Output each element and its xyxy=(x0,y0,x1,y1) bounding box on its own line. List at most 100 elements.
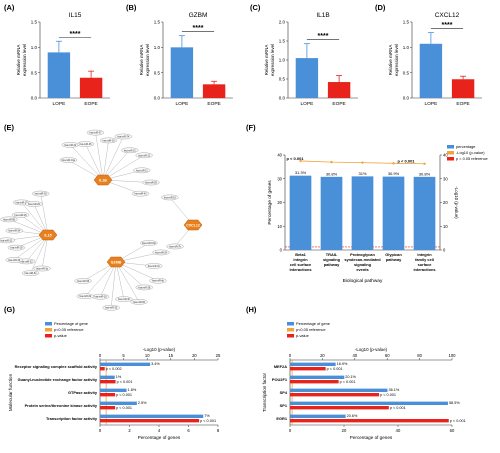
mirna-node xyxy=(59,157,78,163)
p-value-bar xyxy=(100,406,116,410)
y2-tick-label: 0 xyxy=(443,248,446,253)
legend-label: Percentage of gene xyxy=(54,321,88,326)
mirna-label: hsa-miR-24 xyxy=(64,145,77,147)
bar-lope xyxy=(170,47,194,98)
y-tick-label: EGR1 xyxy=(276,416,287,421)
y-tick-label: 1.0 xyxy=(31,45,38,50)
mirna-label: hsa-miR-55 xyxy=(145,183,158,185)
y2-tick-label: 40 xyxy=(443,153,448,158)
mirna-label: hsa-miR-4p xyxy=(152,281,165,283)
panel-e-network: hsa-miR-3p hsa-miR-5p hsa-miR-22hsa-miR-30… xyxy=(0,129,203,311)
network-edge xyxy=(115,261,125,300)
mirna-node xyxy=(115,296,133,302)
x-tick-label: surface xyxy=(418,262,433,267)
legend-swatch xyxy=(287,328,294,332)
percentage-label: 58.5% xyxy=(449,401,460,405)
significance-marker: **** xyxy=(193,25,204,32)
mirna-label: hsa-miR-17 xyxy=(16,202,29,204)
network-edge xyxy=(115,261,140,302)
legend-swatch xyxy=(45,322,52,326)
mirna-label: hsa-miR-98 xyxy=(3,219,16,221)
x2-tick-label: 60 xyxy=(385,353,390,358)
y-axis-label: expression level xyxy=(270,44,275,76)
mirna-label: hsa-miR-37 xyxy=(90,133,103,135)
mirna-node xyxy=(99,137,118,144)
mirna-node xyxy=(149,277,167,284)
y-axis-label: Molecular function xyxy=(8,373,13,411)
mirna-node xyxy=(135,152,153,159)
p-value-bar xyxy=(290,380,339,384)
percentage-bar xyxy=(100,362,151,366)
mirna-label: hsa-miR-10a xyxy=(62,160,76,162)
x-tick-label: 40 xyxy=(396,428,401,433)
mirna-label: hsa-miR-29 xyxy=(28,204,41,206)
y-axis-label: Relative mRNA xyxy=(388,45,393,76)
panel-label-e: (E) xyxy=(4,123,15,132)
hub-node-il15 xyxy=(38,229,58,241)
panel-h-transcription-factor-chart: 0 20 40 60 80 100 -Log10 (p-value) 0 20 40 60 Perce… xyxy=(262,321,466,440)
mirna-node xyxy=(76,293,94,299)
legend-label: p<0.05 reference xyxy=(54,327,84,332)
panel-f-pathway-chart: 0 10 20 30 40 0 10 20 30 40 Percentage of genes -Lo… xyxy=(267,144,488,284)
percentage-label: 3.4% xyxy=(151,362,160,366)
network-edge xyxy=(41,234,49,269)
hub-label: GZMB xyxy=(111,260,122,264)
mirna-node xyxy=(33,265,51,272)
y-tick-label: 30 xyxy=(277,176,282,181)
y-axis-label: expression level xyxy=(22,44,27,76)
network-edge xyxy=(100,261,117,297)
p-value-bar xyxy=(100,380,116,384)
x-tick-label: cell surface xyxy=(290,262,312,267)
network-edge xyxy=(102,155,145,181)
mirna-label: hsa-miR-34 xyxy=(8,231,21,233)
panel-label-f: (F) xyxy=(246,123,256,132)
legend-swatch xyxy=(287,334,294,338)
y-tick-label: 10 xyxy=(277,224,282,229)
significance-marker: **** xyxy=(442,22,453,29)
mirna-label: hsa-miR-93 xyxy=(35,194,48,196)
x-tick-label: interactions xyxy=(289,267,311,272)
x-tick-label: LOPE xyxy=(175,101,188,107)
y-tick-label: POU2F1 xyxy=(272,377,288,382)
bar-lope xyxy=(419,43,443,98)
y-tick-label: 1.0 xyxy=(154,45,161,50)
hub-node-il1b xyxy=(93,174,113,186)
x-tick-label: EOPE xyxy=(207,101,220,107)
p-value-label: p < 0.001 xyxy=(117,380,133,384)
percentage-label: 20.1% xyxy=(345,375,356,379)
bar-value-label: 31% xyxy=(358,171,366,176)
log-p-point xyxy=(299,159,302,163)
p-value-bar xyxy=(290,393,380,397)
y2-tick-label: 30 xyxy=(443,176,448,181)
network-edge xyxy=(95,132,104,181)
y-tick-label: SP1 xyxy=(280,403,288,408)
mirna-label: hsa-miR-16 xyxy=(164,197,177,199)
mirna-node xyxy=(130,299,148,305)
mirna-node xyxy=(114,133,132,140)
percentage-label: 20.6% xyxy=(347,414,358,418)
y-tick-label: Guanyl-nucleotide exchange factor activi… xyxy=(18,377,98,382)
mirna-node xyxy=(0,237,15,244)
mirna-node xyxy=(142,179,160,186)
y-tick-label: MEF2A xyxy=(274,364,287,369)
p-value-label: p = 0.002 xyxy=(106,367,122,371)
network-edge xyxy=(111,261,117,308)
mirna-label: hsa-miR-9-5p xyxy=(142,243,157,245)
x2-tick-label: 0 xyxy=(289,353,292,358)
mirna-label: hsa-miR-22 xyxy=(21,261,34,263)
x-axis-label: Percentage of genes xyxy=(138,435,181,440)
chart-title: CXCL12 xyxy=(435,12,460,19)
y-tick-label: Receptor signaling complex scaffold acti… xyxy=(15,364,98,369)
legend-swatch xyxy=(45,328,52,332)
y-tick-label: 20 xyxy=(277,200,282,205)
percentage-label: 1.8% xyxy=(128,388,137,392)
p-value-label: p < 0.001 xyxy=(450,419,466,423)
legend-swatch xyxy=(287,322,294,326)
y-tick-label: 40 xyxy=(277,153,282,158)
bar-eope xyxy=(327,82,351,98)
log-p-point xyxy=(392,162,395,165)
hub-node-cxcl12 xyxy=(183,219,203,231)
log-p-point xyxy=(361,161,364,164)
legend-label: percentage xyxy=(456,144,475,149)
